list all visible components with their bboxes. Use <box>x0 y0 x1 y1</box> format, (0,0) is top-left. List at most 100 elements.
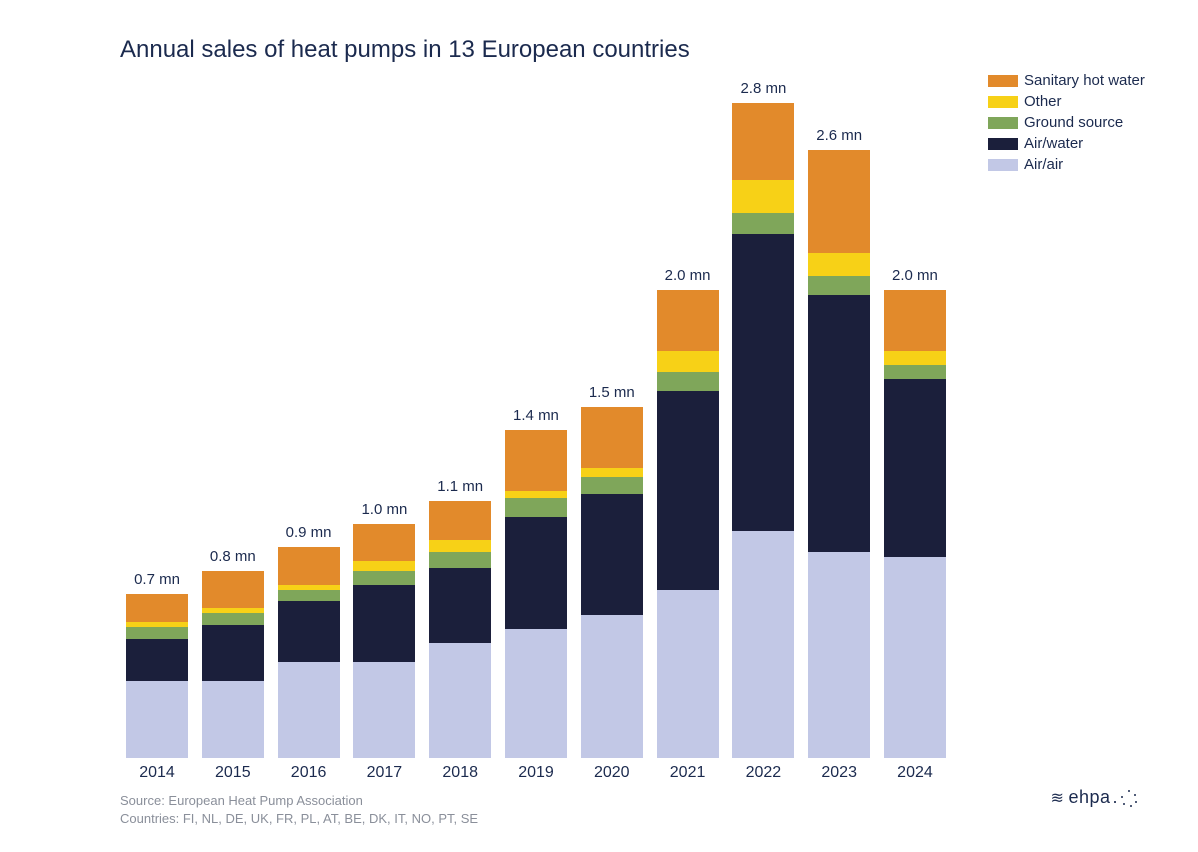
segment-air_water <box>429 568 491 643</box>
plot-area: 0.7 mn 0.8 mn 0.9 mn 1.0 mn 1.1 mn 1.4 mn1.5 … <box>120 68 952 758</box>
segment-other <box>808 253 870 276</box>
segment-sanitary <box>732 103 794 180</box>
bar-2022: 2.8 mn <box>732 80 794 758</box>
segment-air_water <box>808 295 870 552</box>
legend-item-air_water: Air/water <box>988 135 1145 152</box>
segment-air_air <box>353 662 415 758</box>
countries-text: Countries: FI, NL, DE, UK, FR, PL, AT, B… <box>120 810 1138 828</box>
x-tick: 2022 <box>732 764 794 782</box>
x-tick: 2020 <box>581 764 643 782</box>
segment-air_water <box>202 625 264 681</box>
segment-air_water <box>505 517 567 629</box>
x-tick: 2019 <box>505 764 567 782</box>
legend-swatch <box>988 96 1018 108</box>
plot-area-wrapper: 0.7 mn 0.8 mn 0.9 mn 1.0 mn 1.1 mn 1.4 mn1.5 … <box>120 68 1138 758</box>
segment-sanitary <box>429 501 491 541</box>
segment-ground <box>732 213 794 234</box>
x-tick: 2024 <box>884 764 946 782</box>
segment-sanitary <box>808 150 870 253</box>
legend-item-air_air: Air/air <box>988 156 1145 173</box>
segment-ground <box>884 365 946 379</box>
x-tick: 2017 <box>353 764 415 782</box>
x-tick: 2016 <box>278 764 340 782</box>
segment-other <box>884 351 946 365</box>
segment-air_water <box>884 379 946 557</box>
segment-ground <box>126 627 188 639</box>
segment-ground <box>808 276 870 295</box>
bar-2015: 0.8 mn <box>202 548 264 758</box>
segment-air_air <box>808 552 870 758</box>
segment-other <box>581 468 643 477</box>
x-tick: 2023 <box>808 764 870 782</box>
legend-label: Other <box>1024 93 1062 110</box>
bar-total-label: 1.1 mn <box>429 478 491 495</box>
bar-2019: 1.4 mn <box>505 407 567 758</box>
segment-ground <box>278 590 340 602</box>
x-tick: 2018 <box>429 764 491 782</box>
bar-total-label: 0.9 mn <box>278 524 340 541</box>
chart-legend: Sanitary hot water Other Ground source Air/… <box>988 72 1145 177</box>
segment-sanitary <box>353 524 415 561</box>
segment-ground <box>657 372 719 391</box>
bar-total-label: 2.6 mn <box>808 127 870 144</box>
stars-icon <box>1120 789 1138 807</box>
bar-2018: 1.1 mn <box>429 478 491 758</box>
bar-2020: 1.5 mn <box>581 384 643 758</box>
legend-item-ground: Ground source <box>988 114 1145 131</box>
legend-swatch <box>988 75 1018 87</box>
segment-sanitary <box>581 407 643 468</box>
bar-total-label: 2.8 mn <box>732 80 794 97</box>
legend-swatch <box>988 159 1018 171</box>
logo-period: . <box>1112 787 1118 808</box>
segment-air_air <box>278 662 340 758</box>
segment-sanitary <box>657 290 719 351</box>
bar-2024: 2.0 mn <box>884 267 946 758</box>
segment-other <box>429 540 491 552</box>
legend-item-sanitary: Sanitary hot water <box>988 72 1145 89</box>
bar-2014: 0.7 mn <box>126 571 188 758</box>
segment-air_water <box>581 494 643 616</box>
chart-footer: Source: European Heat Pump Association C… <box>120 792 1138 828</box>
segment-ground <box>429 552 491 568</box>
segment-sanitary <box>505 430 567 491</box>
bar-2016: 0.9 mn <box>278 524 340 758</box>
segment-sanitary <box>126 594 188 622</box>
x-tick: 2021 <box>657 764 719 782</box>
segment-air_water <box>278 601 340 662</box>
segment-ground <box>202 613 264 625</box>
bar-2021: 2.0 mn <box>657 267 719 758</box>
x-tick: 2014 <box>126 764 188 782</box>
legend-swatch <box>988 138 1018 150</box>
legend-label: Ground source <box>1024 114 1123 131</box>
bar-total-label: 0.7 mn <box>126 571 188 588</box>
segment-other <box>732 180 794 213</box>
legend-swatch <box>988 117 1018 129</box>
segment-ground <box>353 571 415 585</box>
bar-total-label: 0.8 mn <box>202 548 264 565</box>
segment-air_air <box>126 681 188 758</box>
segment-air_air <box>732 531 794 758</box>
legend-label: Air/water <box>1024 135 1083 152</box>
segment-other <box>657 351 719 372</box>
logo-text: ehpa <box>1068 787 1110 808</box>
segment-air_water <box>732 234 794 531</box>
segment-air_air <box>657 590 719 758</box>
x-axis: 2014 2015 2016 2017 2018 2019 2020 2021 2022 2023… <box>120 764 952 782</box>
legend-label: Air/air <box>1024 156 1063 173</box>
segment-air_air <box>429 643 491 758</box>
waves-icon: ≋ <box>1051 788 1065 808</box>
ehpa-logo: ≋ ehpa. <box>1051 787 1138 808</box>
segment-air_air <box>202 681 264 758</box>
chart-title: Annual sales of heat pumps in 13 Europea… <box>120 36 1138 64</box>
bar-2017: 1.0 mn <box>353 501 415 758</box>
segment-sanitary <box>884 290 946 351</box>
bar-total-label: 2.0 mn <box>884 267 946 284</box>
segment-ground <box>505 498 567 517</box>
segment-air_water <box>353 585 415 662</box>
x-tick: 2015 <box>202 764 264 782</box>
bar-total-label: 1.0 mn <box>353 501 415 518</box>
segment-other <box>505 491 567 498</box>
bar-2023: 2.6 mn <box>808 127 870 758</box>
segment-air_air <box>581 615 643 758</box>
source-text: Source: European Heat Pump Association <box>120 792 1138 810</box>
